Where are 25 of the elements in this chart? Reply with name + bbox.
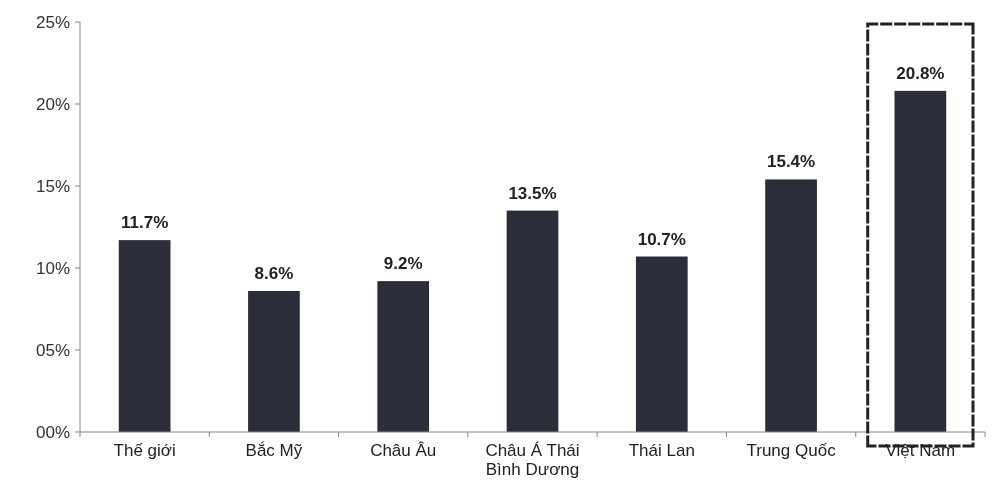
bar: [118, 240, 171, 432]
y-tick-label: 20%: [35, 94, 70, 114]
x-tick-label: Trung Quốc: [746, 441, 837, 460]
data-label: 15.4%: [766, 152, 816, 172]
bar: [377, 281, 430, 432]
x-tick-label: Châu Á Thái Bình Dương: [485, 441, 580, 479]
data-label: 20.8%: [896, 63, 945, 83]
data-label: 9.2%: [383, 254, 423, 274]
data-label: 10.7%: [637, 229, 686, 249]
bar: [248, 290, 300, 432]
data-label: 8.6%: [254, 263, 294, 283]
x-tick-label: Thế giới: [113, 441, 176, 460]
y-tick-label: 00%: [35, 422, 70, 442]
bar: [635, 256, 688, 432]
x-tick-label: Thái Lan: [628, 441, 695, 460]
bar: [506, 210, 559, 432]
data-label: 11.7%: [121, 213, 169, 233]
y-tick-label: 15%: [35, 176, 70, 196]
y-tick-label: 10%: [35, 258, 70, 278]
y-tick-label: 05%: [35, 340, 70, 360]
data-label: 13.5%: [508, 183, 557, 203]
x-tick-label: Bắc Mỹ: [245, 441, 303, 460]
bar: [765, 179, 817, 432]
x-tick-label: Châu Âu: [370, 441, 437, 460]
y-tick-label: 25%: [35, 12, 70, 32]
